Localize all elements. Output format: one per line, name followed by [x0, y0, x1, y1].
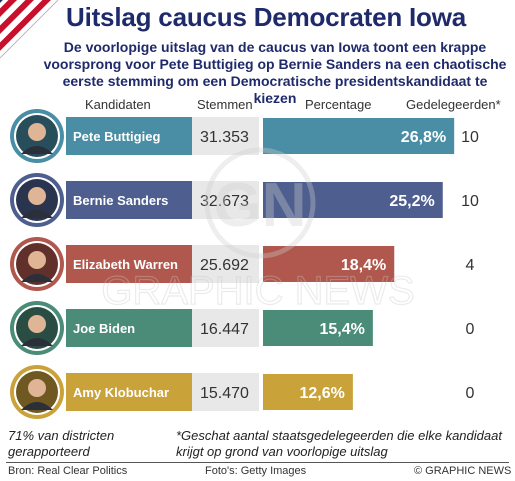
- votes-cell-bg: [192, 117, 259, 155]
- portrait-face: [28, 123, 46, 141]
- candidate-name: Joe Biden: [73, 321, 135, 336]
- portrait-face: [28, 251, 46, 269]
- candidate-votes: 31.353: [200, 129, 249, 146]
- candidate-votes: 16.447: [200, 321, 249, 338]
- votes-cell-bg: [192, 309, 259, 347]
- candidate-delegates: 0: [466, 321, 475, 338]
- candidate-row: Amy Klobuchar 15.470 12,6% 0: [10, 365, 475, 419]
- footer-source: Bron: Real Clear Politics: [8, 465, 128, 477]
- portrait-face: [28, 379, 46, 397]
- portrait-shoulders: [21, 338, 53, 346]
- votes-cell-bg: [192, 373, 259, 411]
- portrait-shoulders: [21, 146, 53, 154]
- candidate-votes: 15.470: [200, 385, 249, 402]
- portrait-shoulders: [21, 402, 53, 410]
- candidate-label-bg: [66, 245, 192, 283]
- candidate-name: Pete Buttigieg: [73, 129, 160, 144]
- percentage-label: 15,4%: [319, 321, 364, 338]
- us-flag-corner: [0, 0, 58, 58]
- candidate-name: Bernie Sanders: [73, 193, 168, 208]
- candidate-label-bg: [66, 181, 192, 219]
- percentage-label: 25,2%: [389, 193, 434, 210]
- votes-cell-bg: [192, 181, 259, 219]
- candidate-delegates: 10: [461, 129, 479, 146]
- candidate-label-bg: [66, 373, 192, 411]
- portrait-face: [28, 187, 46, 205]
- footnote-reported: 71% van districten gerapporteerd: [8, 428, 115, 459]
- col-header-delegates: Gedelegeerden*: [406, 97, 501, 112]
- candidate-delegates: 0: [466, 385, 475, 402]
- candidate-row: Elizabeth Warren 25.692 18,4% 4: [10, 237, 475, 291]
- candidate-votes: 25.692: [200, 257, 249, 274]
- candidate-label-bg: [66, 117, 192, 155]
- candidate-votes: 32.673: [200, 193, 249, 210]
- candidate-label-bg: [66, 309, 192, 347]
- percentage-bar: [263, 310, 373, 346]
- candidate-name: Elizabeth Warren: [73, 257, 178, 272]
- page-title: Uitslag caucus Democraten Iowa: [66, 2, 467, 32]
- footer-photos: Foto's: Getty Images: [205, 465, 307, 477]
- col-header-percentage: Percentage: [305, 97, 372, 112]
- portrait-shoulders: [21, 274, 53, 282]
- candidate-row: Pete Buttigieg 31.353 26,8% 10: [10, 109, 479, 163]
- candidate-delegates: 10: [461, 193, 479, 210]
- percentage-label: 26,8%: [401, 129, 446, 146]
- footnote-delegates: *Geschat aantal staatsgedelegeerden die …: [176, 428, 502, 459]
- footer-divider: [6, 462, 509, 463]
- col-header-candidates: Kandidaten: [85, 97, 151, 112]
- col-header-votes: Stemmen: [197, 97, 253, 112]
- votes-cell-bg: [192, 245, 259, 283]
- portrait-face: [28, 315, 46, 333]
- page-subtitle: De voorlopige uitslag van de caucus van …: [43, 39, 507, 106]
- candidate-delegates: 4: [466, 257, 475, 274]
- candidate-row: Bernie Sanders 32.673 25,2% 10: [10, 173, 479, 227]
- candidate-row: Joe Biden 16.447 15,4% 0: [10, 301, 475, 355]
- percentage-bar: [263, 118, 455, 154]
- portrait-shoulders: [21, 210, 53, 218]
- footer-copyright: © GRAPHIC NEWS: [414, 465, 512, 477]
- percentage-bar: [263, 374, 353, 410]
- percentage-label: 12,6%: [300, 385, 345, 402]
- percentage-bar: [263, 182, 443, 218]
- candidate-name: Amy Klobuchar: [73, 385, 169, 400]
- percentage-label: 18,4%: [341, 257, 386, 274]
- percentage-bar: [263, 246, 395, 282]
